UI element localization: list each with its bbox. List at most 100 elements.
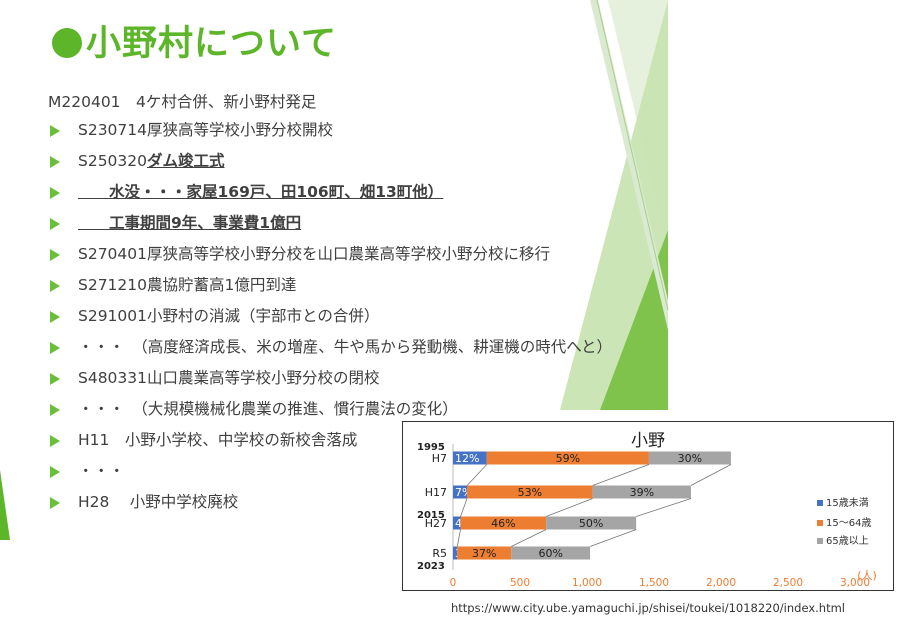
list-item: ・・・ xyxy=(48,460,612,491)
page-title: 小野村について xyxy=(52,15,337,66)
legend-entry: 65歳以上 xyxy=(826,535,869,547)
series-connector xyxy=(466,464,488,486)
source-url[interactable]: https://www.city.ube.yamaguchi.jp/shisei… xyxy=(451,601,845,615)
list-item: S270401厚狭高等学校小野分校を山口農業高等学校小野分校に移行 xyxy=(48,243,612,274)
item-underlined: 工事期間9年、事業費1億円 xyxy=(78,214,302,232)
bullet-arrow-icon xyxy=(50,435,60,447)
bar-segment xyxy=(486,451,649,465)
list-item: S271210農協貯蓄高1億円到達 xyxy=(48,274,612,305)
series-connector xyxy=(460,498,468,517)
bar-segment xyxy=(453,451,487,465)
legend-entry: 15～64歳 xyxy=(826,517,871,529)
bar-segment xyxy=(648,451,731,465)
chart-title: 小野 xyxy=(631,431,665,451)
bullet-arrow-icon xyxy=(50,156,60,168)
lead-line: M220401 4ケ村合併、新小野村発足 xyxy=(48,93,317,111)
item-text: S480331山口農業高等学校小野分校の閉校 xyxy=(78,369,380,387)
bar-segment xyxy=(453,546,458,560)
deco-panel-top xyxy=(590,0,668,330)
series-connector xyxy=(511,529,547,547)
legend-entry: 15歳未満 xyxy=(826,497,869,509)
category-label: H7 xyxy=(432,452,447,465)
list-item: ・・・ （大規模機械化農業の推進、慣行農法の変化） xyxy=(48,398,612,429)
bar-segment xyxy=(546,516,637,530)
bar-segment xyxy=(592,485,691,499)
item-underlined: 水没・・・家屋169戸、田106町、畑13町他） xyxy=(78,183,444,201)
x-tick-label: 2,500 xyxy=(773,577,803,589)
bullet-arrow-icon xyxy=(50,404,60,416)
deco-line xyxy=(596,0,669,311)
series-connector xyxy=(636,498,692,517)
item-underlined: ダム竣工式 xyxy=(147,152,225,170)
item-text: S291001小野村の消滅（宇部市との合併） xyxy=(78,307,380,325)
item-text: ・・・ （大規模機械化農業の推進、慣行農法の変化） xyxy=(78,400,458,418)
item-text: S230714厚狭高等学校小野分校開校 xyxy=(78,121,334,139)
bar-segment xyxy=(453,485,468,499)
series-connector xyxy=(592,464,650,486)
category-label: H27 xyxy=(425,517,447,530)
item-text: S271210農協貯蓄高1億円到達 xyxy=(78,276,297,294)
bullet-arrow-icon xyxy=(50,497,60,509)
data-label: 50% xyxy=(579,517,603,530)
data-label: 30% xyxy=(678,452,702,465)
list-item: S480331山口農業高等学校小野分校の閉校 xyxy=(48,367,612,398)
item-text: H28 小野中学校廃校 xyxy=(78,493,239,511)
x-tick-label: 1,500 xyxy=(639,577,669,589)
bullet-arrow-icon xyxy=(50,466,60,478)
x-tick-label: 500 xyxy=(510,577,530,589)
legend-swatch xyxy=(817,520,823,526)
item-text: S250320 xyxy=(78,152,148,170)
x-tick-label: 0 xyxy=(450,577,457,589)
bullet-arrow-icon xyxy=(50,342,60,354)
series-connector xyxy=(690,464,732,486)
bullet-arrow-icon xyxy=(50,187,60,199)
series-connector xyxy=(589,529,637,547)
bullet-arrow-icon xyxy=(50,373,60,385)
x-tick-label: 1,000 xyxy=(572,577,602,589)
series-connector xyxy=(545,498,593,517)
bar-segment xyxy=(511,546,591,560)
list-item: H11 小野小学校、中学校の新校舎落成 xyxy=(48,429,612,460)
deco-left-edge xyxy=(0,470,10,540)
data-label: 12% xyxy=(455,452,479,465)
x-tick-label: 2,000 xyxy=(706,577,736,589)
list-item: S250320ダム竣工式 xyxy=(48,150,612,181)
data-label: 37% xyxy=(472,547,496,560)
data-label: 46% xyxy=(491,517,515,530)
year-label: 2023 xyxy=(417,561,445,572)
list-item: S230714厚狭高等学校小野分校開校 xyxy=(48,119,612,150)
bar-segment xyxy=(460,516,547,530)
list-item: H28 小野中学校廃校 xyxy=(48,491,612,522)
list-item: ・・・ （高度経済成長、米の増産、牛や馬から発動機、耕運機の時代へと） xyxy=(48,336,612,367)
x-tick-label: 3,000 xyxy=(840,577,870,589)
item-text: ・・・ xyxy=(78,462,125,480)
bar-segment xyxy=(457,546,512,560)
legend-swatch xyxy=(817,500,823,506)
item-text: S270401厚狭高等学校小野分校を山口農業高等学校小野分校に移行 xyxy=(78,245,551,263)
x-unit-label: (人) xyxy=(857,569,877,582)
year-label: 1995 xyxy=(417,442,445,453)
series-connector xyxy=(456,529,461,547)
item-text: H11 小野小学校、中学校の新校舎落成 xyxy=(78,431,358,449)
population-chart: 小野12%59%30%H719957%53%39%H174%46%50%H272… xyxy=(402,421,894,591)
title-text: 小野村について xyxy=(86,24,337,64)
title-dot-icon xyxy=(52,28,82,58)
history-list: S230714厚狭高等学校小野分校開校 S250320ダム竣工式 水没・・・家屋… xyxy=(48,119,612,522)
bar-segment xyxy=(453,516,461,530)
bar-segment xyxy=(467,485,593,499)
item-text: ・・・ （高度経済成長、米の増産、牛や馬から発動機、耕運機の時代へと） xyxy=(78,338,612,356)
data-label: 60% xyxy=(538,547,562,560)
bullet-arrow-icon xyxy=(50,311,60,323)
list-item: S291001小野村の消滅（宇部市との合併） xyxy=(48,305,612,336)
bullet-arrow-icon xyxy=(50,280,60,292)
category-label: R5 xyxy=(432,547,447,560)
bullet-arrow-icon xyxy=(50,218,60,230)
list-item: 水没・・・家屋169戸、田106町、畑13町他） xyxy=(48,181,612,212)
data-label: 39% xyxy=(630,486,654,499)
data-label: 59% xyxy=(556,452,580,465)
bullet-arrow-icon xyxy=(50,125,60,137)
bullet-arrow-icon xyxy=(50,249,60,261)
legend-swatch xyxy=(817,538,823,544)
